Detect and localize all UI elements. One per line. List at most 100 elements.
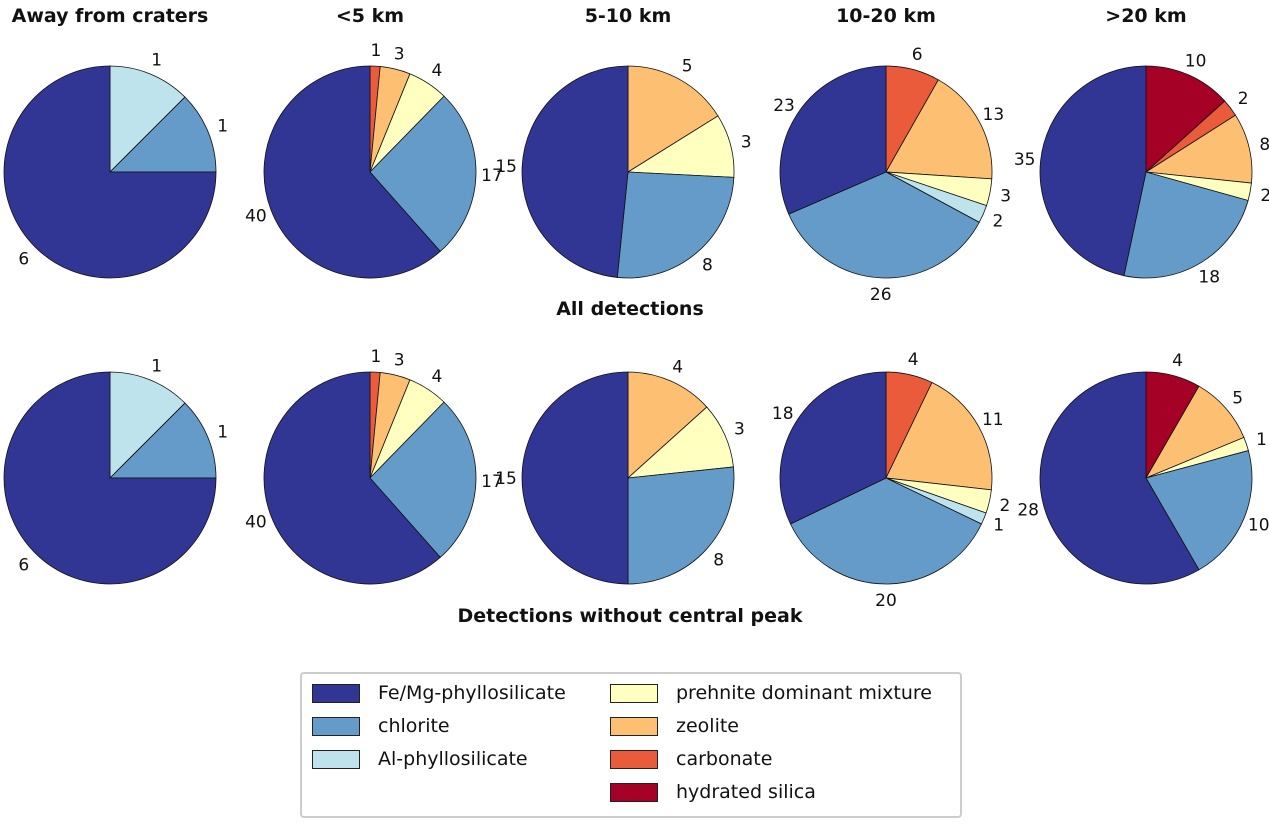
data-label: 18: [1198, 267, 1220, 287]
pie-slice-zeolite: [1144, 114, 1253, 184]
data-label: 26: [870, 285, 892, 305]
pie-slice-zeolite: [885, 381, 993, 491]
pie-grid: Away from craters <5 km 5-10 km 10-20 km >20…: [3, 5, 1269, 627]
pie-slice-chlorite: [1145, 450, 1253, 571]
pie-slice-fe-mg-phyllosilicate: [3, 65, 217, 279]
column-title: 5-10 km: [585, 5, 672, 27]
pie-slice-chlorite: [627, 466, 735, 585]
data-label: 8: [713, 551, 724, 571]
data-label: 2: [1000, 496, 1011, 516]
pie-chart: 4 5 1 10 28: [1017, 351, 1269, 585]
data-label: 23: [773, 96, 795, 116]
pie-slice-fe-mg-phyllosilicate: [779, 65, 887, 215]
legend-label: chlorite: [378, 715, 450, 737]
legend-label: carbonate: [676, 748, 773, 770]
data-label: 6: [18, 249, 29, 269]
data-label: 18: [772, 404, 794, 424]
data-label: 3: [394, 351, 405, 371]
data-label: 5: [682, 56, 693, 76]
pie-slice-chlorite: [1123, 171, 1249, 279]
row-title: All detections: [556, 298, 704, 320]
pie-slice-chlorite: [109, 402, 217, 479]
data-label: 35: [1014, 150, 1036, 170]
pie-slice-fe-mg-phyllosilicate: [521, 65, 629, 278]
legend-swatch: [610, 749, 658, 769]
data-label: 5: [1232, 389, 1243, 409]
legend-item-carbonate: carbonate: [610, 748, 772, 770]
pie-slice-chlorite: [789, 477, 983, 585]
legend-item-chlorite: chlorite: [312, 715, 450, 737]
data-label: 4: [908, 350, 919, 370]
pie-slice-fe-mg-phyllosilicate: [1039, 65, 1147, 277]
data-label: 3: [741, 132, 752, 152]
data-label: 13: [983, 105, 1005, 125]
data-label: 3: [394, 45, 405, 65]
legend-label: zeolite: [676, 715, 739, 737]
pie-slice-fe-mg-phyllosilicate: [779, 371, 887, 525]
pie-slice-chlorite: [369, 401, 477, 558]
data-label: 15: [495, 157, 517, 177]
data-label: 4: [672, 358, 683, 378]
pie-slice-chlorite: [788, 171, 980, 279]
pie-slice-fe-mg-phyllosilicate: [263, 371, 441, 585]
pie-chart: 5 3 8 15: [495, 56, 752, 279]
legend-label: hydrated silica: [676, 781, 816, 803]
pie-chart: 6 13 3 2 26 23: [773, 45, 1011, 305]
data-label: 11: [982, 410, 1004, 430]
data-label: 1: [370, 347, 381, 367]
data-label: 1: [151, 50, 162, 70]
legend-swatch: [312, 749, 360, 769]
legend-swatch: [610, 683, 658, 703]
data-label: 8: [702, 256, 713, 276]
data-label: 40: [245, 206, 267, 226]
pie-chart: 4 11 21 20 18: [772, 350, 1010, 611]
legend-item-fe-mg-phyllosilicate: Fe/Mg-phyllosilicate: [312, 682, 566, 704]
data-label: 15: [495, 469, 517, 489]
pie-slice-chlorite: [616, 171, 735, 279]
column-title: >20 km: [1105, 5, 1186, 27]
pie-chart: 1 1 6: [3, 50, 228, 279]
row-title: Detections without central peak: [458, 605, 803, 627]
data-label: 20: [875, 591, 897, 611]
data-label: 28: [1017, 501, 1039, 521]
pie-slice-zeolite: [627, 371, 708, 479]
legend-item-zeolite: zeolite: [610, 715, 739, 737]
legend-item-al-phyllosilicate: Al-phyllosilicate: [312, 748, 528, 770]
pie-chart: 1 3 4 17 40: [245, 41, 503, 279]
pie-chart: 4 3 8 15: [495, 358, 745, 585]
data-label: 6: [18, 555, 29, 575]
data-label: 40: [245, 512, 267, 532]
pie-slice-fe-mg-phyllosilicate: [1039, 371, 1200, 585]
data-label: 6: [912, 45, 923, 65]
legend-swatch: [312, 716, 360, 736]
data-label: 10: [1248, 516, 1269, 536]
pie-slice-zeolite: [627, 65, 719, 173]
pie-chart: 1 3 4 17 40: [245, 347, 503, 585]
pie-slice-chlorite: [369, 95, 477, 252]
legend-swatch: [610, 782, 658, 802]
pie-slice-al-phyllosilicate: [109, 371, 186, 479]
data-label: 3: [734, 419, 745, 439]
column-title: <5 km: [336, 5, 404, 27]
pie-slice-fe-mg-phyllosilicate: [521, 371, 629, 585]
data-label: 1: [217, 422, 228, 442]
pie-slice-hydrated-silica: [1145, 65, 1226, 173]
data-label: 3: [1000, 186, 1011, 206]
data-label: 2: [1260, 186, 1269, 206]
data-label: 1: [993, 516, 1004, 536]
data-label: 4: [431, 367, 442, 387]
pie-slice-chlorite: [109, 96, 217, 173]
legend-label: prehnite dominant mixture: [676, 682, 932, 704]
data-label: 4: [431, 61, 442, 81]
legend-swatch: [312, 683, 360, 703]
legend-item-prehnite-dominant-mixture: prehnite dominant mixture: [610, 682, 932, 704]
pie-slice-fe-mg-phyllosilicate: [3, 371, 217, 585]
column-title: 10-20 km: [836, 5, 936, 27]
pie-slice-zeolite: [885, 79, 993, 180]
data-label: 2: [1238, 89, 1249, 109]
legend: Fe/Mg-phyllosilicate chlorite Al-phyllosil…: [300, 672, 962, 818]
legend-item-hydrated-silica: hydrated silica: [610, 781, 816, 803]
legend-swatch: [610, 716, 658, 736]
data-label: 2: [993, 212, 1004, 232]
